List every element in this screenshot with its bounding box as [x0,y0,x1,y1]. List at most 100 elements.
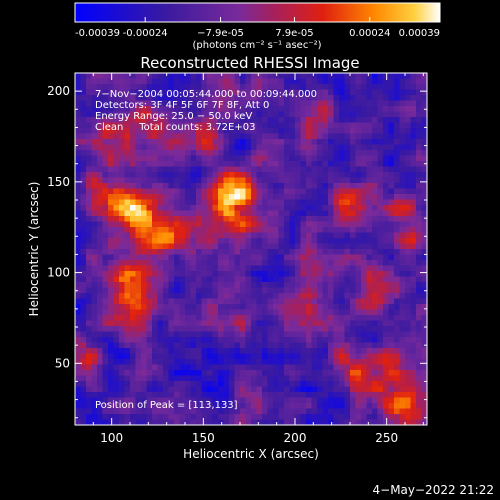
heatmap-cell [251,337,257,343]
heatmap-cell [218,353,224,360]
heatmap-cell [97,78,103,85]
heatmap-cell [141,232,147,239]
heatmap-cell [256,348,263,354]
heatmap-cell [97,381,103,387]
heatmap-cell [300,386,307,393]
heatmap-cell [383,84,389,90]
heatmap-cell [196,221,202,228]
heatmap-cell [350,249,356,255]
heatmap-cell [108,375,114,382]
heatmap-cell [405,210,411,217]
heatmap-cell [146,177,153,184]
heatmap-cell [388,100,395,107]
heatmap-cell [278,331,285,338]
heatmap-cell [256,293,263,299]
heatmap-cell [405,100,411,107]
heatmap-cell [218,287,224,294]
heatmap-cell [130,221,136,228]
heatmap-cell [410,199,417,206]
heatmap-cell [344,359,351,365]
heatmap-cell [152,353,158,360]
heatmap-cell [267,100,274,107]
heatmap-cell [251,117,257,123]
heatmap-cell [416,348,422,354]
heatmap-cell [289,144,296,151]
heatmap-cell [157,348,164,354]
heatmap-cell [399,199,406,206]
heatmap-cell [108,243,114,250]
heatmap-cell [141,205,147,211]
heatmap-cell [234,254,241,261]
heatmap-cell [416,172,422,178]
heatmap-cell [328,150,334,156]
heatmap-cell [75,392,81,398]
heatmap-cell [113,304,120,310]
heatmap-cell [410,276,417,283]
heatmap-cell [289,364,296,371]
heatmap-cell [278,183,285,189]
heatmap-cell [262,414,268,420]
heatmap-cell [135,320,142,327]
heatmap-cell [399,89,406,96]
heatmap-cell [388,287,395,294]
heatmap-cell [300,254,307,261]
heatmap-cell [190,89,197,96]
heatmap-cell [174,243,180,250]
heatmap-cell [113,359,120,365]
heatmap-cell [300,199,307,206]
heatmap-cell [295,326,301,332]
heatmap-cell [328,293,334,299]
heatmap-cell [234,117,241,123]
heatmap-cell [179,364,186,371]
heatmap-cell [372,199,378,206]
heatmap-cell [273,381,279,387]
heatmap-cell [91,111,98,118]
heatmap-cell [366,155,373,162]
heatmap-cell [102,84,109,90]
heatmap-cell [185,370,191,376]
heatmap-cell [245,73,252,79]
heatmap-cell [311,89,318,96]
heatmap-cell [80,381,87,387]
heatmap-cell [355,249,362,255]
heatmap-cell [350,100,356,107]
heatmap-cell [185,419,191,426]
heatmap-cell [201,73,208,79]
heatmap-cell [113,282,120,288]
heatmap-cell [322,227,329,233]
heatmap-cell [190,111,197,118]
heatmap-cell [75,243,81,250]
heatmap-cell [141,315,147,321]
heatmap-cell [157,331,164,338]
heatmap-cell [245,221,252,228]
heatmap-cell [322,304,329,310]
heatmap-cell [394,408,400,415]
heatmap-cell [339,73,345,79]
heatmap-cell [344,370,351,376]
heatmap-cell [124,238,131,244]
heatmap-cell [289,348,296,354]
heatmap-cell [91,194,98,200]
heatmap-cell [108,342,114,349]
heatmap-cell [174,397,180,404]
heatmap-cell [91,172,98,178]
heatmap-cell [218,78,224,85]
heatmap-cell [157,265,164,272]
heatmap-cell [135,326,142,332]
heatmap-cell [295,216,301,222]
heatmap-cell [328,408,334,415]
heatmap-cell [361,408,367,415]
heatmap-cell [350,342,356,349]
heatmap-cell [168,408,175,415]
heatmap-cell [383,150,389,156]
heatmap-cell [344,353,351,360]
heatmap-cell [317,331,323,338]
heatmap-cell [146,326,153,332]
heatmap-cell [399,414,406,420]
heatmap-cell [168,375,175,382]
heatmap-cell [240,133,246,140]
heatmap-cell [388,265,395,272]
heatmap-cell [185,403,191,409]
heatmap-cell [273,117,279,123]
heatmap-cell [278,106,285,112]
